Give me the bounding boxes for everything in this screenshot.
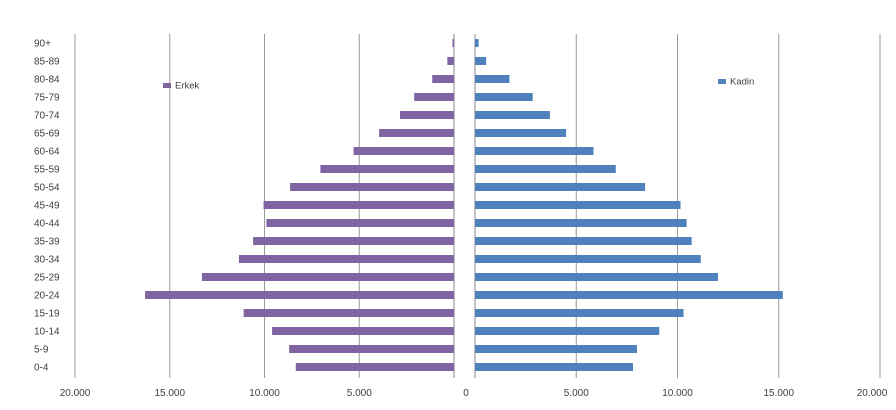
bar-kadin-85-89 [475,57,487,65]
age-label-65-69: 65-69 [34,129,60,140]
legend-label-erkek: Erkek [175,81,200,92]
age-label-20-24: 20-24 [34,291,60,302]
age-label-75-79: 75-79 [34,93,60,104]
x-tick-left-10-000: 10.000 [249,388,280,399]
age-label-45-49: 45-49 [34,201,60,212]
x-tick-right-20-000: 20.000 [857,388,888,399]
legend-swatch-erkek [163,83,171,88]
bar-kadin-10-14 [475,327,660,335]
legend-swatch-kadin [718,79,726,84]
x-tick-left-15-000: 15.000 [154,388,185,399]
bar-erkek-15-19 [243,309,454,317]
bar-erkek-70-74 [399,111,454,119]
age-label-35-39: 35-39 [34,237,60,248]
age-label-5-9: 5-9 [34,345,49,356]
bar-erkek-65-69 [379,129,454,137]
bar-erkek-10-14 [272,327,454,335]
age-label-60-64: 60-64 [34,147,60,158]
bar-kadin-35-39 [475,237,692,245]
bar-kadin-70-74 [475,111,550,119]
bar-erkek-20-24 [145,291,455,299]
bar-erkek-30-34 [238,255,454,263]
x-axis-tick-labels: 20.000 15.000 10.000 5.000 0 5.000 10.000 15.00… [60,388,888,399]
bar-kadin-30-34 [475,255,701,263]
x-tick-right-15-000: 15.000 [763,388,794,399]
x-tick-right-10-000: 10.000 [662,388,693,399]
age-label-50-54: 50-54 [34,183,60,194]
age-label-55-59: 55-59 [34,165,60,176]
age-group-labels: 0-4 5-9 10-14 15-19 20-24 25-29 30-34 35-39 40-4… [34,39,60,374]
bar-kadin-40-44 [475,219,687,227]
bar-erkek-90 [452,39,454,47]
bar-erkek-35-39 [253,237,454,245]
age-label-80-84: 80-84 [34,75,60,86]
bar-erkek-55-59 [320,165,454,173]
bar-erkek-85-89 [447,57,454,65]
bar-kadin-5-9 [475,345,637,353]
legend: Erkek Kadin [163,77,754,92]
bar-erkek-40-44 [266,219,454,227]
x-tick-left-5-000: 5.000 [347,388,372,399]
bar-kadin-50-54 [475,183,646,191]
bar-erkek-5-9 [289,345,454,353]
bar-kadin-65-69 [475,129,567,137]
age-label-90: 90+ [34,39,51,50]
age-label-85-89: 85-89 [34,57,60,68]
bar-kadin-45-49 [475,201,681,209]
age-label-10-14: 10-14 [34,327,60,338]
bar-erkek-60-64 [353,147,454,155]
bar-kadin-90 [475,39,479,47]
bar-erkek-50-54 [290,183,454,191]
x-tick-left-20-000: 20.000 [60,388,91,399]
bar-kadin-20-24 [475,291,783,299]
bar-kadin-80-84 [475,75,510,83]
age-label-70-74: 70-74 [34,111,60,122]
x-tick-right-5-000: 5.000 [564,388,589,399]
bar-kadin-25-29 [475,273,718,281]
bar-kadin-60-64 [475,147,594,155]
bar-erkek-75-79 [414,93,454,101]
bar-erkek-45-49 [263,201,454,209]
x-tick-left-0: 0 [463,388,469,399]
legend-label-kadin: Kadin [730,77,754,88]
bar-kadin-0-4 [475,363,633,371]
bar-kadin-75-79 [475,93,533,101]
bar-kadin-15-19 [475,309,684,317]
bar-erkek-0-4 [295,363,454,371]
age-label-15-19: 15-19 [34,309,60,320]
bar-erkek-25-29 [201,273,454,281]
age-label-25-29: 25-29 [34,273,60,284]
age-label-30-34: 30-34 [34,255,60,266]
age-label-0-4: 0-4 [34,363,49,374]
bar-erkek-80-84 [432,75,454,83]
bars [145,39,783,371]
bar-kadin-55-59 [475,165,616,173]
age-label-40-44: 40-44 [34,219,60,230]
